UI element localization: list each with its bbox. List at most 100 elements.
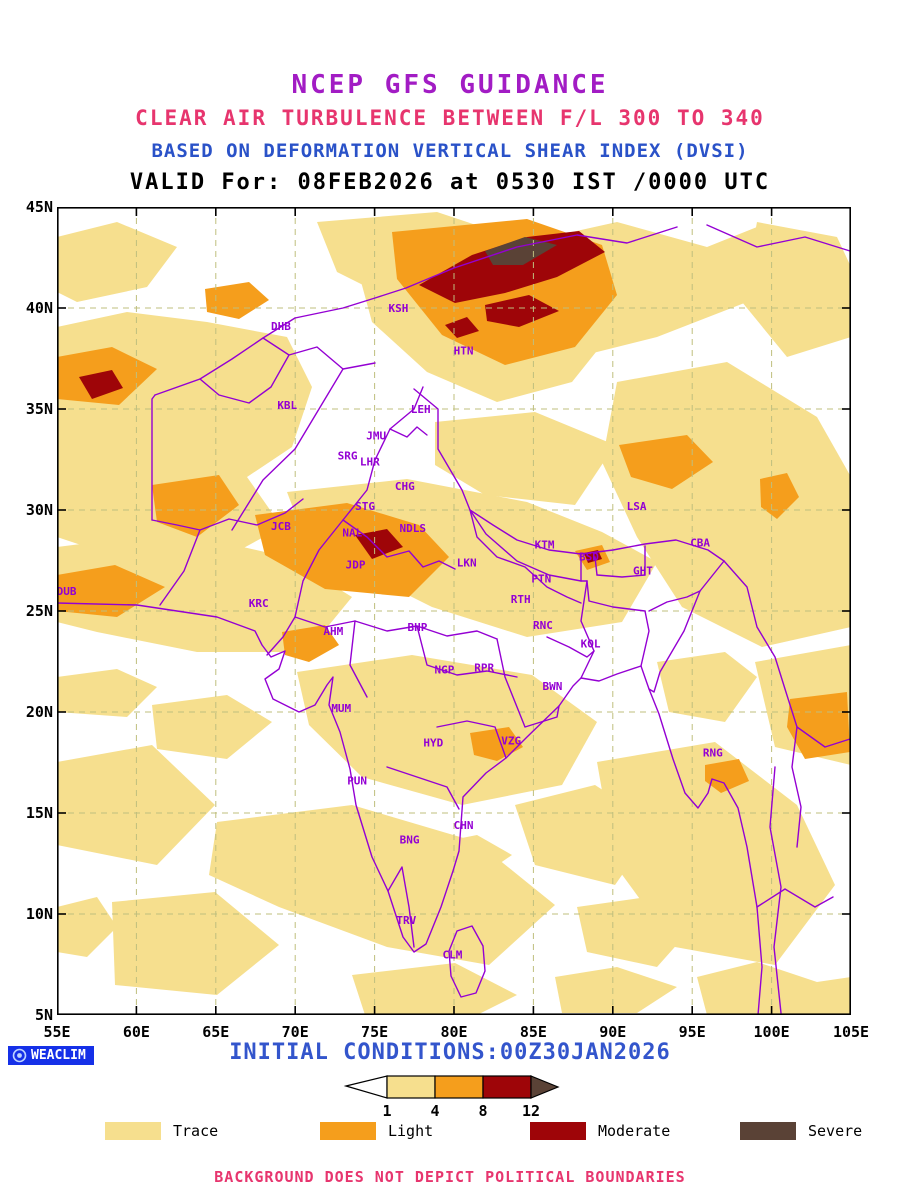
lon-tick-label: 90E: [599, 1023, 627, 1041]
city-label: DHB: [271, 320, 291, 333]
city-label: JMU: [366, 429, 386, 442]
lon-tick-label: 65E: [202, 1023, 230, 1041]
city-label: RNC: [533, 619, 553, 632]
city-label: KBL: [277, 399, 297, 412]
legend-swatch-light: [320, 1122, 376, 1140]
lat-tick-label: 35N: [25, 400, 53, 418]
grid-lines: [57, 207, 851, 1015]
city-label: CBA: [690, 536, 710, 549]
legend-swatch-severe: [740, 1122, 796, 1140]
city-label: BHP: [408, 621, 428, 634]
weaclim-logo-text: WEACLIM: [31, 1048, 86, 1063]
city-label: NGP: [435, 664, 455, 677]
weaclim-logo: WEACLIM: [8, 1046, 94, 1065]
lat-tick-label: 20N: [25, 703, 53, 721]
colorbar-value: 8: [478, 1102, 487, 1120]
city-label: MUM: [331, 702, 351, 715]
colorbar-moderate-segment: [482, 1075, 532, 1099]
map-area: 45N 40N 35N 30N 25N 20N 15N 10N 5N 55E 60E 65E 70E 7…: [26, 198, 869, 1041]
city-label: NAL: [342, 526, 362, 539]
colorbar-value: 1: [382, 1102, 391, 1120]
city-label: JDP: [346, 559, 366, 572]
legend-label: Trace: [173, 1122, 219, 1140]
colorbar-value: 12: [522, 1102, 540, 1120]
legend-label: Light: [388, 1122, 434, 1140]
colorbar-head: [530, 1075, 560, 1099]
city-label: CHG: [395, 480, 415, 493]
legend-item: Light: [320, 1122, 433, 1140]
lat-tick-label: 30N: [25, 501, 53, 519]
city-label: RTH: [511, 593, 531, 606]
legend-label: Moderate: [598, 1122, 671, 1140]
city-label: AHM: [323, 625, 343, 638]
city-label: BNG: [400, 833, 420, 846]
lat-tick-label: 40N: [25, 299, 53, 317]
lon-tick-label: 55E: [43, 1023, 71, 1041]
city-label: VZG: [501, 734, 521, 747]
subtitle-turbulence: CLEAR AIR TURBULENCE BETWEEN F/L 300 TO …: [135, 106, 765, 130]
city-labels: DHB KSH HTN KBL LEH JMU SRG LHR CHG STG JCB NAL NDLS…: [57, 302, 723, 961]
city-label: BWN: [543, 680, 563, 693]
map-frame: [57, 207, 851, 1015]
severity-legend: Trace Light Moderate Severe: [0, 1122, 900, 1152]
page-title: NCEP GFS GUIDANCE: [291, 70, 609, 100]
lat-tick-label: 25N: [25, 602, 53, 620]
city-label: CHN: [454, 819, 474, 832]
city-label: SRG: [338, 450, 358, 463]
city-label: RPR: [474, 662, 494, 675]
city-label: NDLS: [399, 522, 426, 535]
colorbar: 1 4 8 12: [343, 1075, 560, 1120]
weaclim-logo-icon: [12, 1048, 27, 1063]
city-label: KSH: [388, 302, 408, 315]
legend-item: Moderate: [530, 1122, 670, 1140]
city-label: GHT: [633, 565, 653, 578]
severe-shading: [485, 237, 557, 265]
lon-tick-label: 60E: [122, 1023, 150, 1041]
city-label: LHR: [360, 456, 380, 469]
colorbar-tail: [343, 1075, 388, 1099]
city-label: RNG: [703, 746, 723, 759]
city-label: STG: [355, 500, 375, 513]
city-label: HYD: [423, 736, 443, 749]
lon-tick-label: 75E: [361, 1023, 389, 1041]
colorbar-values: 1 4 8 12: [382, 1102, 540, 1120]
legend-item: Trace: [105, 1122, 218, 1140]
valid-time: VALID For: 08FEB2026 at 0530 IST /0000 U…: [129, 170, 771, 195]
city-label: KOL: [581, 637, 601, 650]
city-label: PUN: [347, 775, 367, 788]
initial-conditions-text: INITIAL CONDITIONS:00Z30JAN2026: [229, 1040, 671, 1065]
legend-item: Severe: [740, 1122, 862, 1140]
turbulence-map: DHB KSH HTN KBL LEH JMU SRG LHR CHG STG JCB NAL NDLS…: [57, 207, 851, 1015]
disclaimer-text: BACKGROUND DOES NOT DEPICT POLITICAL BOU…: [214, 1168, 686, 1186]
light-shading: [57, 219, 850, 793]
city-label: LEH: [411, 403, 431, 416]
city-label: DUB: [57, 585, 77, 598]
lon-tick-label: 80E: [440, 1023, 468, 1041]
lat-tick-label: 15N: [25, 804, 53, 822]
city-label: KTM: [535, 538, 555, 551]
lat-tick-label: 5N: [34, 1006, 53, 1024]
city-label: KRC: [249, 597, 269, 610]
lat-tick-label: 45N: [25, 198, 53, 216]
legend-swatch-moderate: [530, 1122, 586, 1140]
lon-tick-label: 100E: [753, 1023, 790, 1041]
lat-tick-label: 10N: [25, 905, 53, 923]
colorbar-trace-segment: [386, 1075, 436, 1099]
colorbar-light-segment: [434, 1075, 484, 1099]
city-label: BSD: [579, 551, 599, 564]
lon-tick-label: 105E: [832, 1023, 870, 1041]
city-label: HTN: [454, 344, 474, 357]
city-label: CLM: [442, 948, 462, 961]
city-label: JCB: [271, 520, 291, 533]
legend-swatch-trace: [105, 1122, 161, 1140]
lon-tick-label: 70E: [281, 1023, 309, 1041]
subtitle-index: BASED ON DEFORMATION VERTICAL SHEAR INDE…: [151, 140, 749, 162]
boundary-lines: [57, 224, 851, 1015]
lon-tick-label: 95E: [678, 1023, 706, 1041]
legend-label: Severe: [808, 1122, 863, 1140]
city-label: LKN: [457, 557, 477, 570]
city-label: LSA: [627, 500, 647, 513]
lon-tick-label: 85E: [519, 1023, 547, 1041]
colorbar-value: 4: [430, 1102, 439, 1120]
